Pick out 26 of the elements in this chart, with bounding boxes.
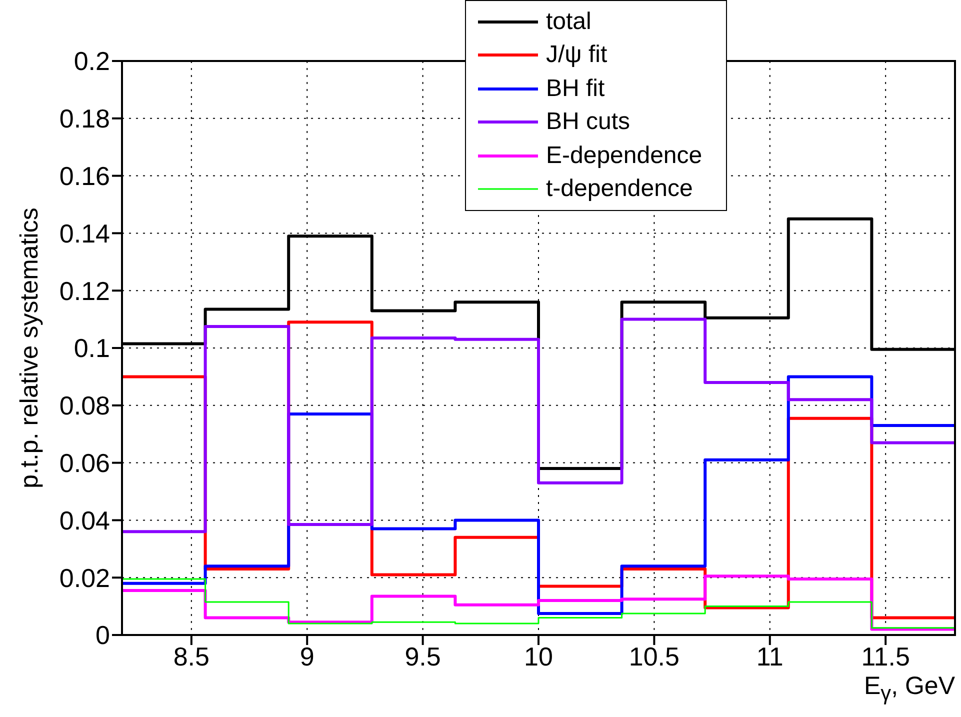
legend-label: t-dependence — [546, 175, 693, 204]
y-axis-title: p.t.p. relative systematics — [16, 208, 44, 488]
y-tick-label: 0.16 — [59, 161, 110, 192]
legend-label: BH cuts — [546, 108, 630, 136]
x-tick-label: 11 — [756, 641, 784, 672]
y-tick-label: 0.1 — [74, 333, 110, 364]
x-tick-label: 10.5 — [628, 641, 680, 672]
y-tick-label: 0 — [96, 620, 110, 650]
y-tick-label: 0.2 — [74, 46, 110, 76]
x-tick-label: 9.5 — [404, 641, 441, 672]
legend-label: E-dependence — [546, 142, 702, 170]
x-tick-label: 11.5 — [861, 641, 910, 672]
legend-label: J/ψ fit — [546, 41, 608, 70]
y-tick-label: 0.08 — [59, 390, 110, 421]
legend-label: BH fit — [546, 74, 605, 103]
y-tick-label: 0.02 — [59, 562, 110, 593]
y-tick-label: 0.04 — [59, 505, 110, 536]
x-tick-label: 10 — [524, 641, 553, 672]
x-tick-label: 9 — [300, 641, 314, 672]
x-tick-label: 8.5 — [173, 641, 210, 672]
y-tick-label: 0.18 — [59, 104, 110, 134]
y-tick-label: 0.14 — [59, 218, 110, 248]
y-tick-label: 0.12 — [59, 276, 110, 306]
x-axis-title: E$_{γ}$, GeV — [864, 672, 955, 706]
y-tick-label: 0.06 — [59, 448, 110, 478]
legend-label: total — [546, 8, 592, 36]
